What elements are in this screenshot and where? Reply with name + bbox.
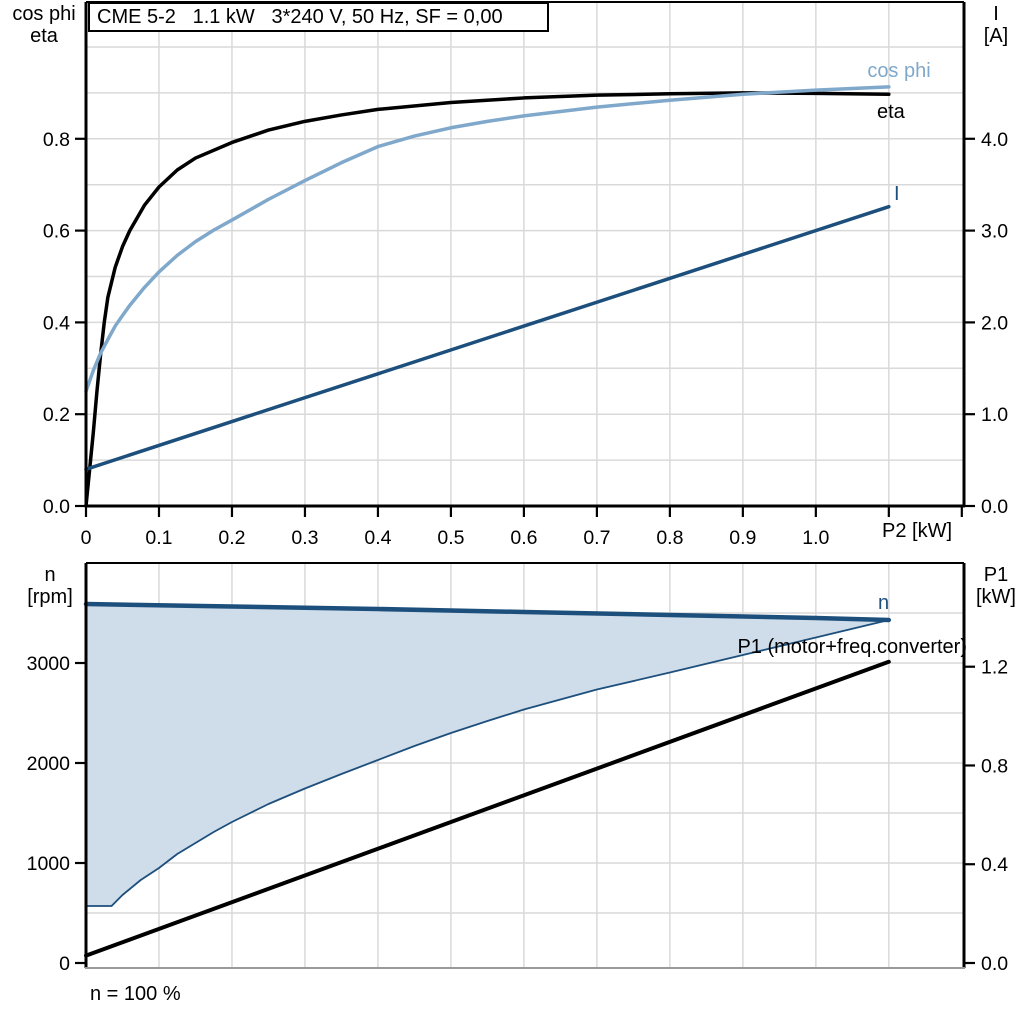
tick-label: 0.4 [981,854,1008,876]
tick-label: 0.9 [729,527,756,549]
tick-label: 0.4 [43,312,70,334]
p1-curve-label: P1 (motor+freq.converter) [737,636,967,658]
speed-axis-label: n [44,564,56,586]
top-right-axis-label: I [A] [972,3,1020,47]
curve-I [84,204,891,472]
tick-label: 2000 [27,753,71,775]
current-axis-label: I [993,3,999,25]
tick-label: 4.0 [981,129,1008,151]
tick-label: 0.0 [981,496,1008,518]
top-left-axis-label: cos phi eta [4,3,84,47]
cos-phi-curve-label: cos phi [867,60,931,82]
rpm-unit-label: [rpm] [27,586,73,608]
bottom-left-axis-label: n [rpm] [14,564,86,608]
tick-label: 0.3 [291,527,318,549]
tick-label: 0.7 [583,527,610,549]
curve-n [83,601,892,623]
tick-label: 1.0 [981,404,1008,426]
tick-label: 0.1 [145,527,172,549]
tick-label: 0 [81,527,92,549]
tick-label: 0 [59,953,70,975]
tick-label: 0.8 [981,755,1008,777]
curve-speed-range-lower-bound [85,619,890,907]
tick-label: 3.0 [981,221,1008,243]
curve-P1 [84,659,891,958]
ampere-unit-label: [A] [983,25,1009,47]
tick-label: 0.8 [43,129,70,151]
speed-curve-label: n [878,592,890,614]
tick-label: 0.6 [43,221,70,243]
tick-label: 0.0 [43,496,70,518]
p1-axis-label: P1 [983,564,1009,586]
tick-label: 0.4 [364,527,391,549]
tick-label: 3000 [27,653,71,675]
curve-cos-phi [84,85,891,393]
eta-curve-label: eta [877,101,905,123]
tick-label: 1.2 [981,657,1008,679]
tick-label: 0.8 [656,527,683,549]
current-curve-label: I [894,183,900,205]
chart-title-box: CME 5-2 1.1 kW 3*240 V, 50 Hz, SF = 0,00 [88,2,549,32]
tick-label: 0.2 [218,527,245,549]
kw-unit-label: [kW] [976,586,1016,608]
tick-label: 0.6 [510,527,537,549]
curve-eta [84,91,891,508]
cos-phi-axis-label: cos phi [12,3,76,25]
bottom-right-axis-label: P1 [kW] [968,564,1024,608]
tick-label: 2.0 [981,312,1008,334]
speed-footnote: n = 100 % [90,983,181,1005]
x-axis-label: P2 [kW] [882,520,953,542]
tick-label: 0.5 [437,527,464,549]
bottom-chart: 0 1000 2000 3000 0.0 0.4 0.8 1.2 [27,562,1008,975]
top-chart: 0.0 0.2 0.4 0.6 0.8 0.0 1.0 2.0 3.0 4.0 0 0.1 0.2 0.3… [43,1,1008,549]
eta-axis-label: eta [30,25,58,47]
tick-label: 1.0 [802,527,829,549]
tick-label: 0.0 [981,953,1008,975]
tick-label: 1000 [27,853,71,875]
tick-label: 0.2 [43,404,70,426]
